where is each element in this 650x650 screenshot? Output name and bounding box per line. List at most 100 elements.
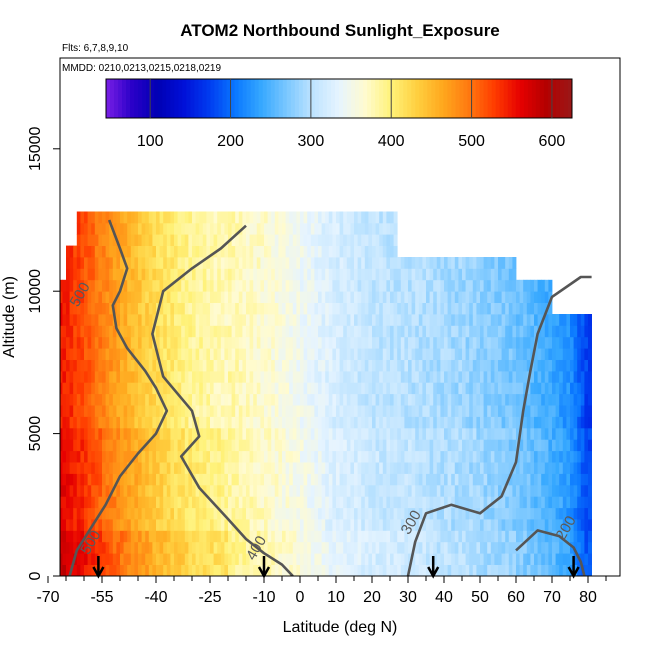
heatmap-cell <box>260 291 265 303</box>
heatmap-cell <box>422 553 427 565</box>
heatmap-cell <box>451 450 456 463</box>
heatmap-cell <box>210 450 214 463</box>
heatmap-cell <box>382 234 387 246</box>
heatmap-cell <box>444 291 448 303</box>
heatmap-cell <box>541 530 546 543</box>
heatmap-cell <box>166 450 171 463</box>
heatmap-cell <box>544 382 549 395</box>
heatmap-cell <box>375 245 380 258</box>
heatmap-cell <box>368 314 373 326</box>
heatmap-cell <box>145 553 150 565</box>
heatmap-cell <box>318 473 322 486</box>
heatmap-cell <box>274 222 279 235</box>
heatmap-cell <box>418 382 423 395</box>
heatmap-cell <box>80 564 85 576</box>
heatmap-cell <box>199 564 204 576</box>
heatmap-cell <box>354 359 358 372</box>
heatmap-cell <box>530 302 535 315</box>
heatmap-cell <box>130 222 135 235</box>
heatmap-cell <box>94 416 99 429</box>
heatmap-cell <box>559 370 564 383</box>
heatmap-cell <box>109 507 114 520</box>
heatmap-cell <box>379 439 384 452</box>
heatmap-cell <box>188 245 193 258</box>
heatmap-cell <box>415 291 420 303</box>
heatmap-cell <box>397 541 402 554</box>
colorbar-segment <box>166 79 171 118</box>
heatmap-cell <box>440 473 445 486</box>
heatmap-cell <box>69 450 74 463</box>
heatmap-cell <box>184 416 189 429</box>
heatmap-cell <box>422 462 427 474</box>
heatmap-cell <box>282 234 286 246</box>
heatmap-cell <box>321 291 326 303</box>
heatmap-cell <box>228 222 232 235</box>
heatmap-cell <box>84 416 88 429</box>
heatmap-cell <box>404 427 409 440</box>
heatmap-cell <box>188 416 193 429</box>
heatmap-cell <box>206 279 211 292</box>
heatmap-cell <box>210 382 214 395</box>
heatmap-cell <box>285 382 290 395</box>
heatmap-cell <box>256 245 261 258</box>
heatmap-cell <box>512 507 517 520</box>
heatmap-cell <box>138 348 142 360</box>
heatmap-cell <box>98 553 103 565</box>
heatmap-cell <box>249 496 254 509</box>
heatmap-cell <box>548 519 553 531</box>
heatmap-cell <box>375 484 380 497</box>
heatmap-cell <box>66 416 70 429</box>
heatmap-cell <box>60 314 63 326</box>
heatmap-cell <box>210 564 214 576</box>
heatmap-cell <box>501 439 506 452</box>
heatmap-cell <box>148 359 153 372</box>
heatmap-cell <box>436 257 441 269</box>
heatmap-cell <box>184 211 189 224</box>
heatmap-cell <box>400 359 405 372</box>
heatmap-cell <box>584 382 589 395</box>
heatmap-cell <box>332 416 337 429</box>
heatmap-cell <box>184 359 189 372</box>
heatmap-cell <box>307 336 312 349</box>
heatmap-cell <box>238 314 243 326</box>
heatmap-cell <box>555 393 560 406</box>
heatmap-cell <box>541 416 546 429</box>
heatmap-cell <box>465 257 470 269</box>
colorbar-segment <box>503 79 509 118</box>
heatmap-cell <box>145 393 150 406</box>
heatmap-cell <box>418 553 423 565</box>
heatmap-cell <box>163 393 168 406</box>
heatmap-cell <box>60 439 63 452</box>
heatmap-cell <box>80 359 85 372</box>
heatmap-cell <box>422 496 427 509</box>
heatmap-cell <box>235 473 240 486</box>
colorbar: 100 200 300 400 500 600 <box>105 78 573 150</box>
heatmap-cell <box>210 519 214 531</box>
heatmap-cell <box>130 291 135 303</box>
heatmap-cell <box>429 268 434 281</box>
colorbar-segment <box>286 79 292 118</box>
heatmap-cell <box>415 439 420 452</box>
heatmap-cell <box>364 496 369 509</box>
heatmap-cell <box>192 541 196 554</box>
heatmap-cell <box>206 462 211 474</box>
heatmap-cell <box>354 302 358 315</box>
heatmap-cell <box>415 370 420 383</box>
heatmap-cell <box>102 302 106 315</box>
heatmap-cell <box>112 359 117 372</box>
heatmap-cell <box>544 427 549 440</box>
heatmap-cell <box>177 359 182 372</box>
heatmap-cell <box>465 268 470 281</box>
heatmap-cell <box>494 416 499 429</box>
heatmap-cell <box>580 370 585 383</box>
heatmap-cell <box>580 416 585 429</box>
heatmap-cell <box>429 553 434 565</box>
heatmap-cell <box>260 553 265 565</box>
heatmap-cell <box>343 519 348 531</box>
heatmap-cell <box>480 450 484 463</box>
heatmap-cell <box>148 484 153 497</box>
heatmap-cell <box>289 359 294 372</box>
heatmap-cell <box>62 279 67 292</box>
heatmap-cell <box>159 257 164 269</box>
heatmap-cell <box>127 348 132 360</box>
